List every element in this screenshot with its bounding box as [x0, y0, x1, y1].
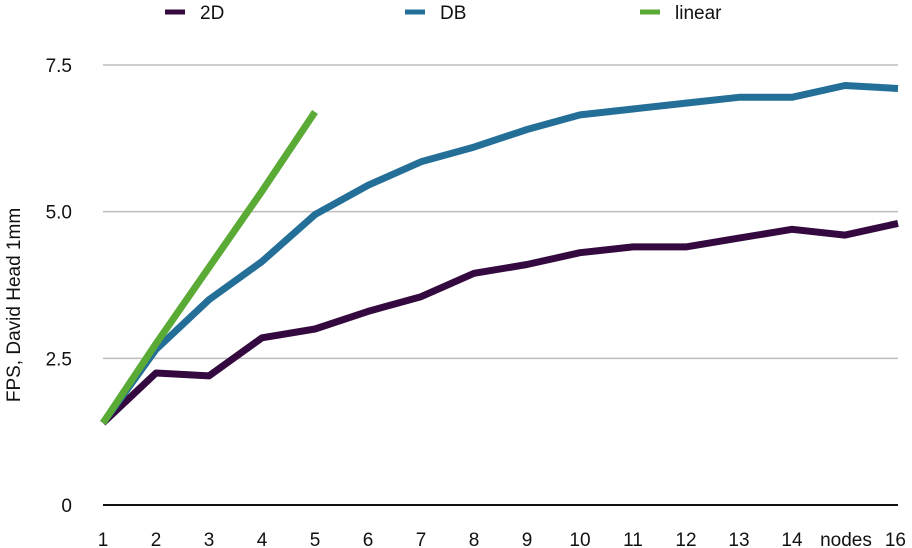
y-tick-label: 0 — [61, 496, 72, 517]
x-tick-label: 4 — [257, 530, 268, 548]
x-tick-label: 7 — [416, 530, 427, 548]
y-tick-label: 5.0 — [46, 203, 72, 224]
x-tick-label: 8 — [469, 530, 480, 548]
x-tick-label: 2 — [151, 530, 162, 548]
series-lines — [100, 82, 899, 426]
x-tick-label: 5 — [310, 530, 321, 548]
y-tick-label: 2.5 — [46, 349, 72, 370]
x-tick-label: 6 — [363, 530, 374, 548]
x-tick-label: 10 — [569, 530, 590, 548]
x-tick-label: 14 — [781, 530, 803, 548]
legend-label-db: DB — [440, 3, 466, 24]
legend: 2D DB linear — [165, 3, 722, 24]
grid-lines — [103, 64, 898, 506]
series-line-db — [100, 82, 899, 425]
x-tick-label: 11 — [623, 530, 643, 548]
x-tick-label: 12 — [675, 530, 696, 548]
legend-label-linear: linear — [675, 3, 722, 24]
legend-label-2d: 2D — [200, 3, 224, 24]
series-line-2d — [100, 219, 899, 426]
x-tick-label: 9 — [522, 530, 533, 548]
x-axis-label: nodes — [820, 530, 872, 548]
x-tick-label: 1 — [98, 530, 109, 548]
y-axis: 0 2.5 5.0 7.5 — [46, 56, 72, 517]
x-tick-label: 3 — [204, 530, 215, 548]
series-line-linear — [100, 109, 318, 425]
y-tick-label: 7.5 — [46, 56, 72, 77]
x-tick-label: 16 — [885, 530, 906, 548]
x-tick-label: 13 — [728, 530, 749, 548]
y-axis-label: FPS, David Head 1mm — [4, 208, 25, 402]
